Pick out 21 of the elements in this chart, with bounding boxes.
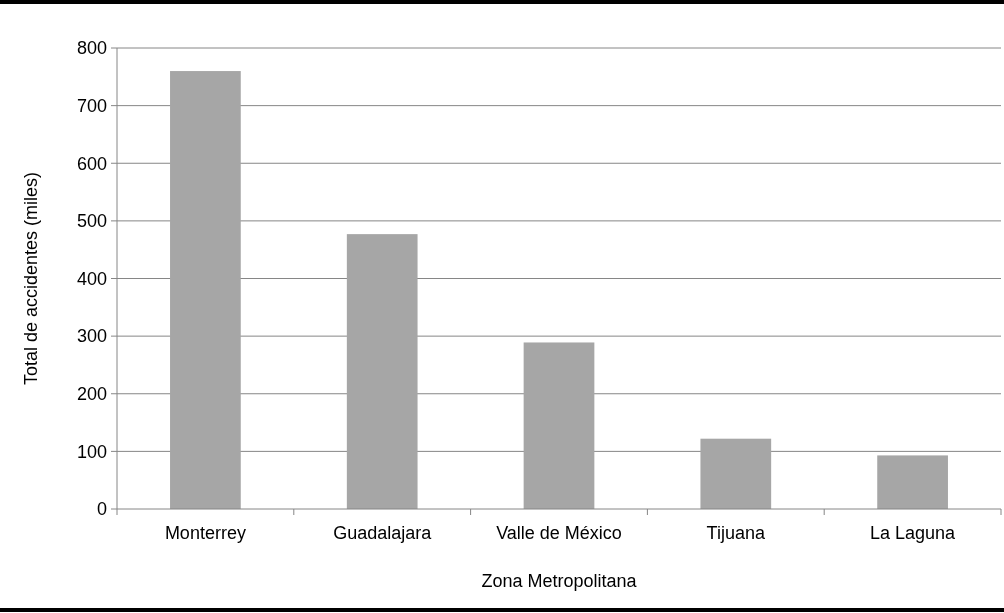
bar [523, 342, 595, 509]
x-axis-title: Zona Metropolitana [481, 571, 638, 591]
y-tick-label: 600 [76, 153, 107, 174]
y-tick-label: 500 [76, 211, 107, 232]
y-tick-label: 700 [76, 95, 107, 116]
y-tick-label: 300 [76, 326, 107, 347]
bar [877, 455, 948, 509]
bar [346, 234, 418, 509]
y-tick-label: 0 [96, 499, 107, 520]
y-tick-label: 100 [76, 441, 107, 462]
x-tick-label: Valle de México [496, 523, 622, 543]
y-axis-title: Total de accidentes (miles) [21, 171, 41, 386]
x-tick-label: La Laguna [870, 523, 957, 543]
bar [700, 438, 772, 509]
x-tick-label: Monterrey [164, 523, 246, 543]
bar [170, 71, 241, 509]
y-tick-label: 200 [76, 384, 107, 405]
x-tick-label: Tijuana [706, 523, 766, 543]
y-tick-label: 400 [76, 268, 107, 289]
y-tick-label: 800 [76, 38, 107, 59]
x-tick-label: Guadalajara [333, 523, 433, 543]
